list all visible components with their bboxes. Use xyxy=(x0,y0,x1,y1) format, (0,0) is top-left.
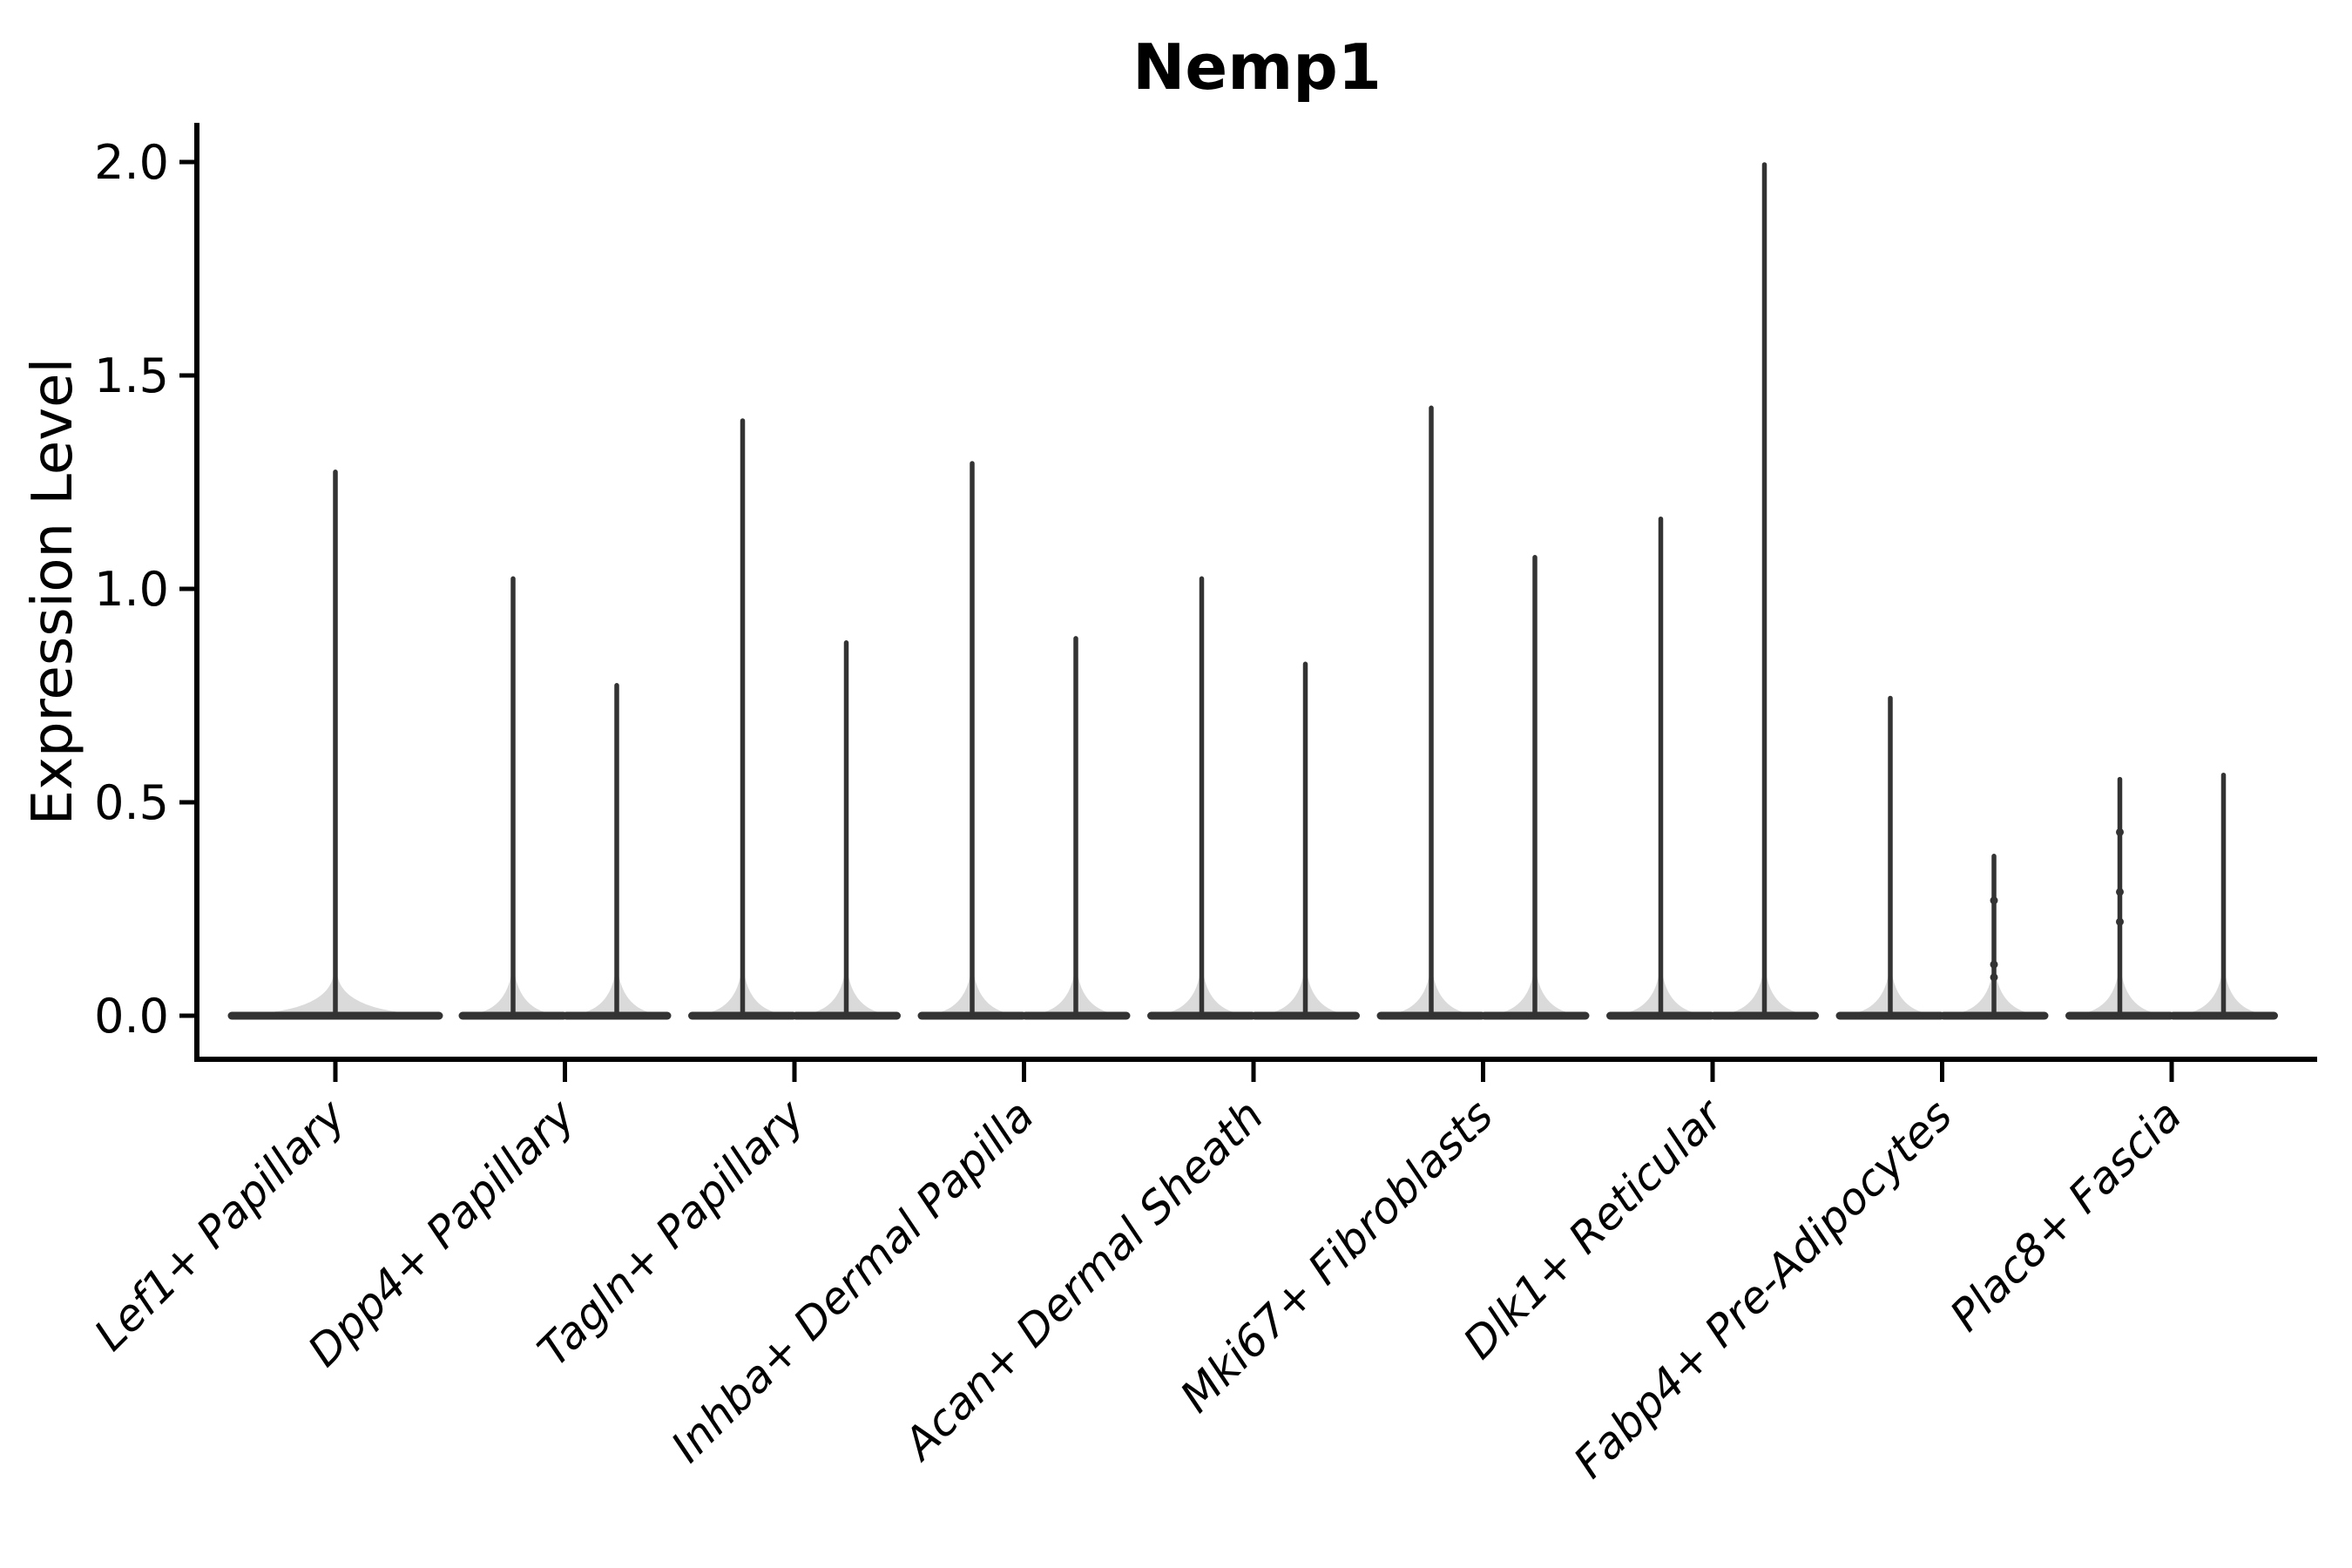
violin xyxy=(792,640,901,1020)
violin xyxy=(1606,516,1715,1020)
violin-density-knot xyxy=(1990,973,1998,982)
violin xyxy=(1710,162,1819,1020)
y-tick-label: 1.5 xyxy=(94,348,169,403)
violin xyxy=(1480,555,1590,1020)
violin xyxy=(1939,854,2049,1020)
violin xyxy=(917,461,1027,1020)
y-tick-label: 1.0 xyxy=(94,562,169,617)
violin-density-knot xyxy=(2116,888,2124,896)
x-tick-label: Lef1+ Papillary xyxy=(84,1089,355,1360)
violin-density-knot xyxy=(1990,896,1998,905)
violin xyxy=(458,576,568,1020)
violin-glyphs xyxy=(227,162,2278,1020)
violin xyxy=(1251,661,1360,1020)
violin xyxy=(1021,636,1131,1020)
x-tick-label: Inhba+ Dermal Papilla xyxy=(662,1090,1044,1471)
y-tick-label: 0.5 xyxy=(94,775,169,830)
violin xyxy=(1147,576,1256,1020)
y-tick-labels: 0.0 0.5 1.0 1.5 2.0 xyxy=(94,135,197,1044)
violin-density-knot xyxy=(1990,960,1998,969)
violin xyxy=(1376,405,1486,1020)
violin xyxy=(1835,695,1945,1020)
x-tick-label: Fabp4+ Pre-Adipocytes xyxy=(1564,1090,1962,1488)
violin xyxy=(2065,776,2174,1020)
violin xyxy=(562,683,672,1020)
chart-title: Nemp1 xyxy=(1132,30,1382,104)
y-tick-label: 2.0 xyxy=(94,135,169,190)
violin xyxy=(227,470,443,1020)
violin xyxy=(2169,772,2278,1020)
violin-density-knot xyxy=(2116,917,2124,926)
y-tick-label: 0.0 xyxy=(94,989,169,1044)
x-tick-label: Plac8+ Fascia xyxy=(1941,1090,2192,1341)
y-axis-label: Expression Level xyxy=(21,358,85,826)
violin xyxy=(688,418,797,1020)
violin-density-knot xyxy=(2116,828,2124,836)
